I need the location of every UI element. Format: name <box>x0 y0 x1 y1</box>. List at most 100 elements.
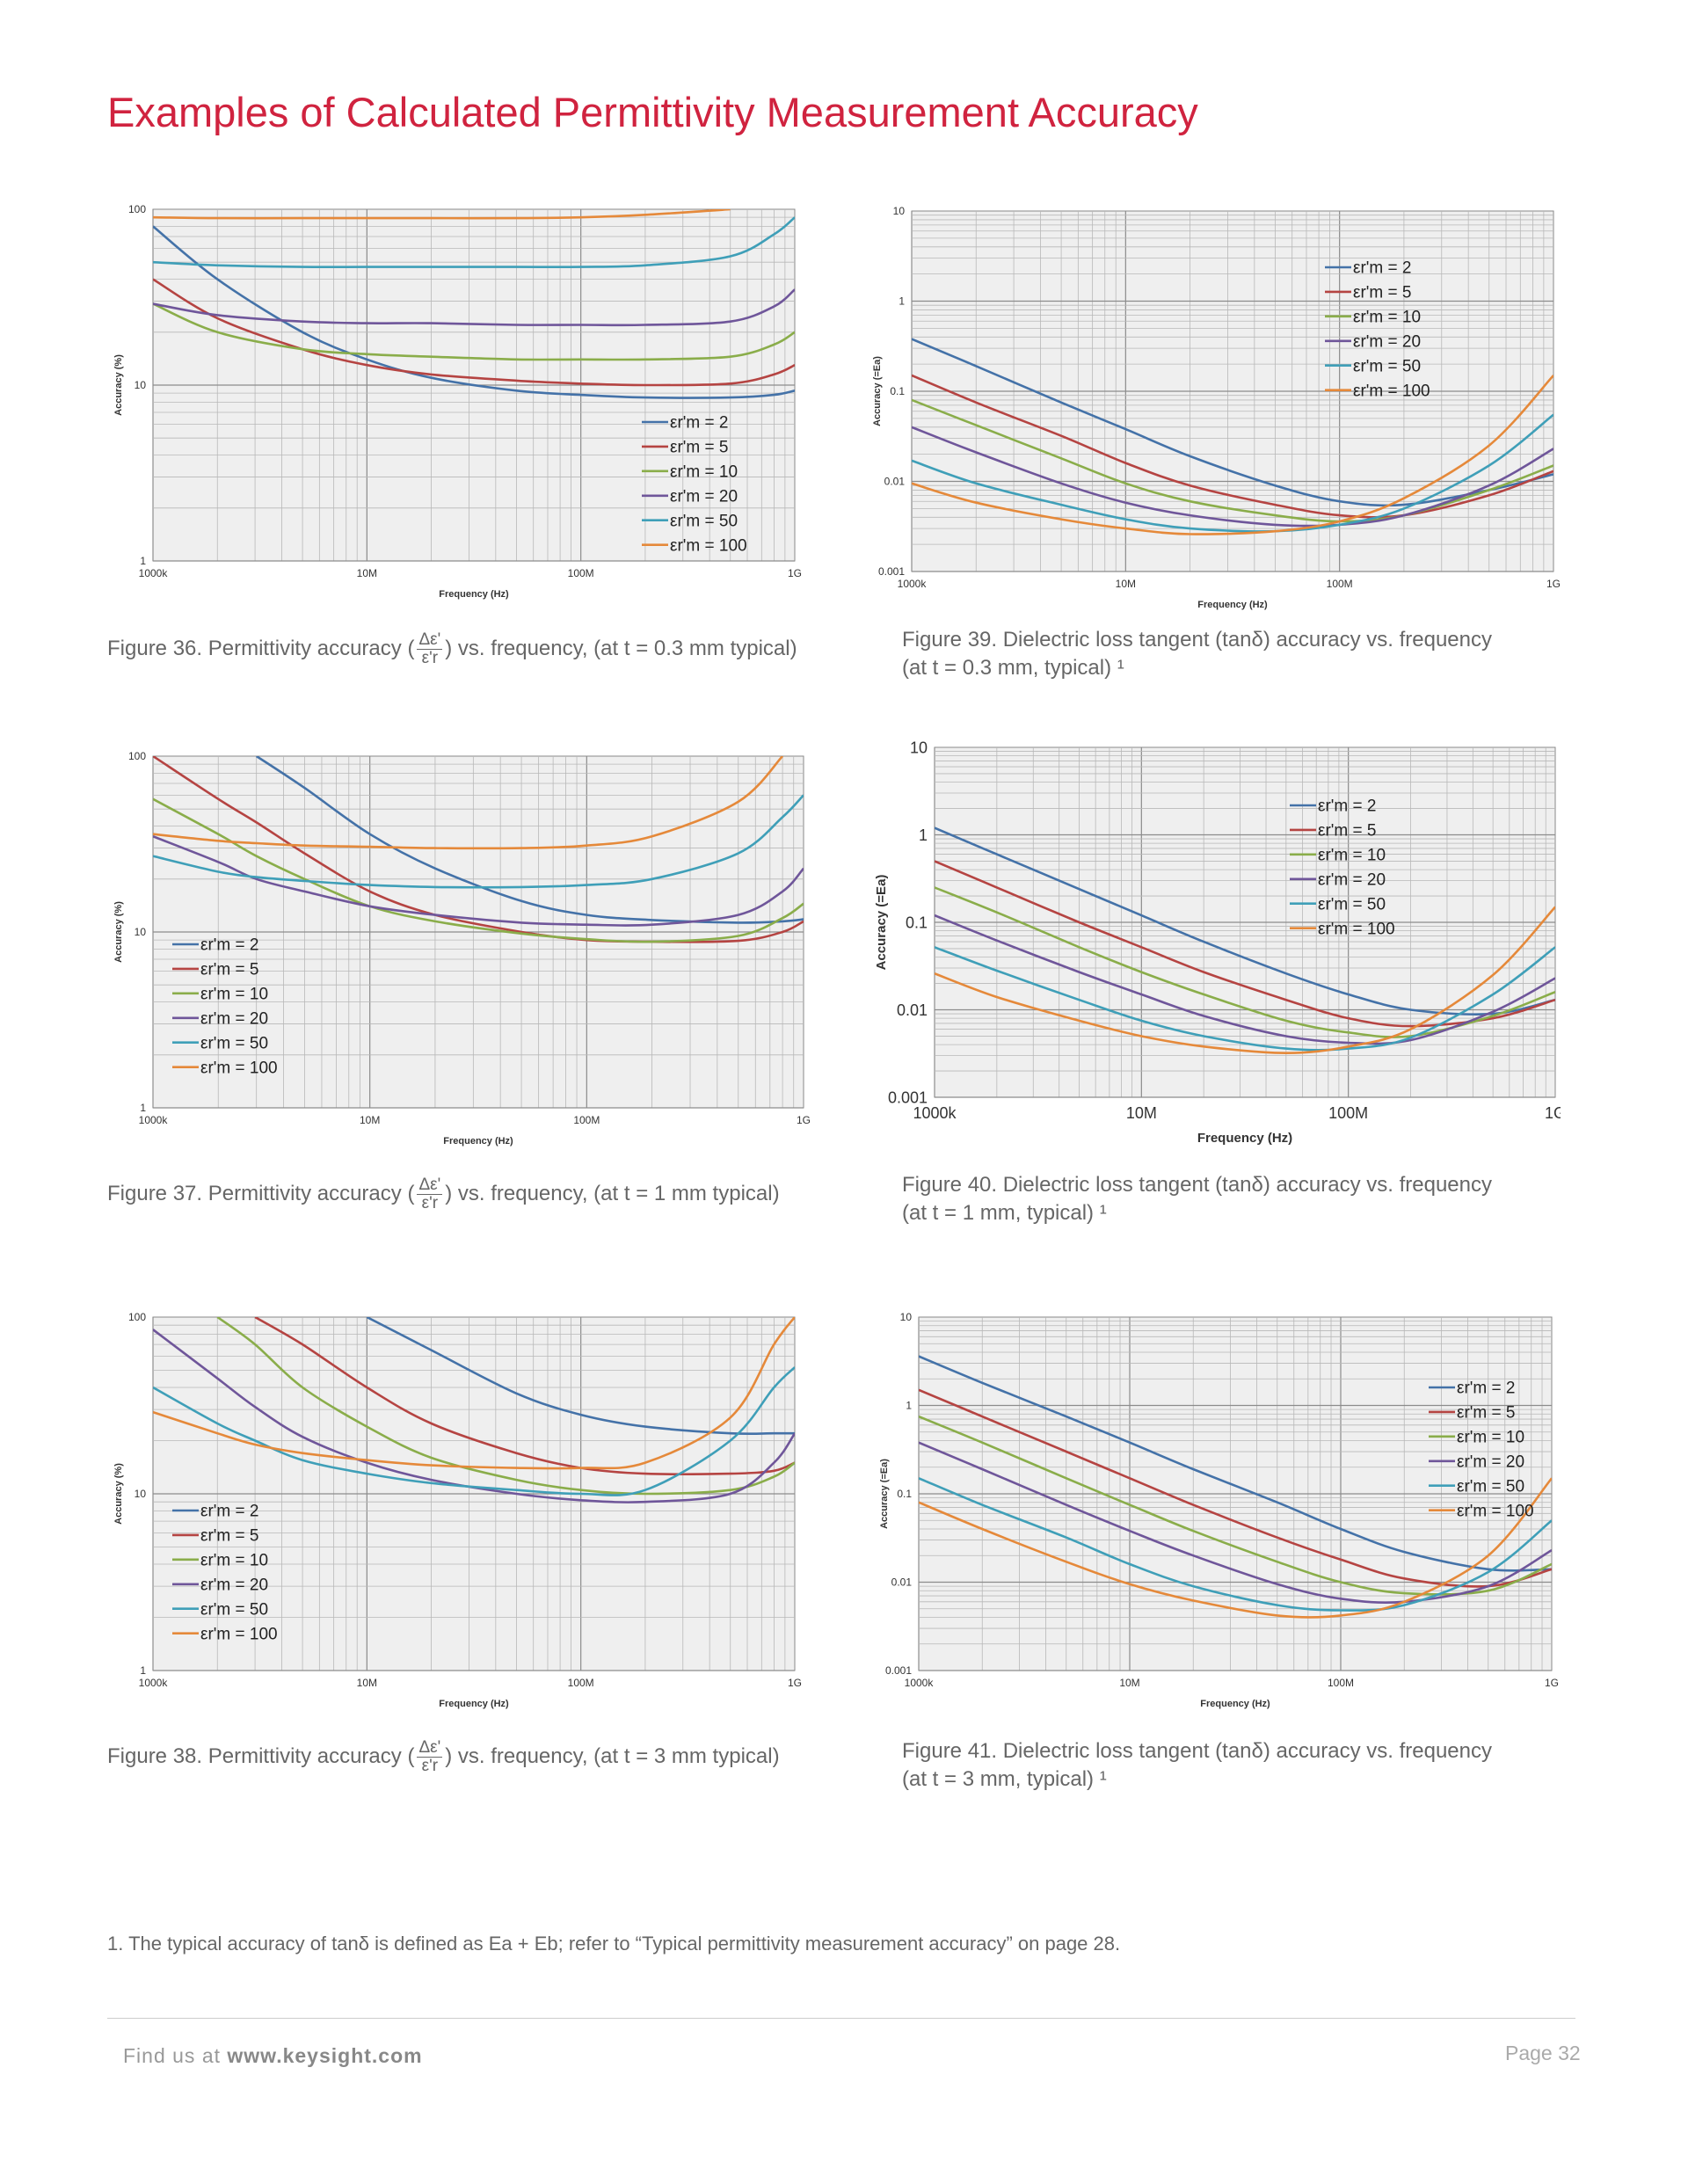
series-line-2 <box>919 1415 1552 1596</box>
y-axis-label: Accuracy (=Ea) <box>879 1459 890 1529</box>
y-tick-label: 1 <box>906 1400 912 1412</box>
caption-fig36-prefix: Figure 36. Permittivity accuracy ( <box>107 636 415 660</box>
y-tick-label: 1 <box>899 295 905 308</box>
footnote: 1. The typical accuracy of tanδ is defin… <box>107 1933 1121 1955</box>
series-line-1 <box>935 860 1555 1028</box>
footer-url-link[interactable]: www.keysight.com <box>227 2044 423 2067</box>
fraction-numerator: Δε' <box>417 1176 443 1195</box>
fraction-denominator: ε'r <box>421 1194 439 1212</box>
legend-label: εr'm = 5 <box>200 1527 258 1546</box>
legend-label: εr'm = 2 <box>1457 1380 1515 1398</box>
series-line-0 <box>919 1355 1552 1572</box>
caption-fig36-suffix: ) vs. frequency, (at t = 0.3 mm typical) <box>445 636 797 660</box>
series-line-4 <box>935 946 1555 1052</box>
series-line-1 <box>153 756 804 943</box>
legend-label: εr'm = 50 <box>1318 895 1386 914</box>
caption-fig41-line2: (at t = 3 mm, typical) ¹ <box>902 1767 1107 1791</box>
series-line-5 <box>919 1477 1552 1619</box>
y-tick-label: 100 <box>128 203 146 215</box>
page-number: Page 32 <box>1505 2042 1581 2064</box>
caption-fig39: Figure 39. Dielectric loss tangent (tanδ… <box>902 626 1492 682</box>
x-tick-label: 1000k <box>898 578 928 590</box>
x-tick-label: 1G <box>788 1677 802 1689</box>
legend-label: εr'm = 2 <box>200 936 258 955</box>
y-tick-label: 0.01 <box>884 476 906 488</box>
x-axis-label: Frequency (Hz) <box>1200 1699 1270 1709</box>
chart-fig39: 1000k 10M 100M 1G 0.001 0.01 0.1 1 10 Frequency (… <box>872 205 1561 610</box>
caption-fig39-line2: (at t = 0.3 mm, typical) ¹ <box>902 656 1124 680</box>
x-tick-label: 1000k <box>905 1677 935 1689</box>
x-axis-label: Frequency (Hz) <box>439 589 509 600</box>
legend-label: εr'm = 5 <box>200 961 258 979</box>
y-tick-label: 0.01 <box>891 1576 913 1589</box>
series-line-4 <box>912 413 1553 533</box>
series-line-2 <box>216 1317 795 1496</box>
series-line-5 <box>912 375 1553 535</box>
x-axis-label: Frequency (Hz) <box>1197 600 1268 610</box>
page-title: Examples of Calculated Permittivity Meas… <box>107 89 1198 135</box>
series-line-2 <box>153 302 795 361</box>
y-axis-label: Accuracy (=Ea) <box>874 875 889 971</box>
series-lines <box>935 826 1555 1055</box>
legend-label: εr'm = 2 <box>670 414 728 433</box>
y-tick-label: 1 <box>140 555 146 567</box>
series-line-4 <box>919 1477 1552 1612</box>
caption-fig40-line1: Figure 40. Dielectric loss tangent (tanδ… <box>902 1173 1492 1197</box>
series-line-0 <box>153 225 795 399</box>
x-tick-label: 100M <box>568 1677 594 1689</box>
series-line-0 <box>255 756 804 924</box>
legend-label: εr'm = 10 <box>200 986 268 1004</box>
legend: εr'm = 2 εr'm = 5 εr'm = 10 εr'm = 20 εr'm =… <box>172 936 278 1077</box>
legend-label: εr'm = 50 <box>1457 1477 1524 1496</box>
y-tick-label: 0.001 <box>888 1088 928 1106</box>
y-tick-label: 1 <box>140 1664 146 1677</box>
legend-label: εr'm = 50 <box>670 512 738 530</box>
y-axis-label: Accuracy (%) <box>113 901 124 963</box>
legend: εr'm = 2 εr'm = 5 εr'm = 10 εr'm = 20 εr'm =… <box>1325 259 1430 400</box>
x-tick-label: 10M <box>357 567 377 579</box>
y-tick-label: 100 <box>128 750 146 762</box>
legend: εr'm = 2 εr'm = 5 εr'm = 10 εr'm = 20 εr'm =… <box>1290 797 1395 938</box>
grid <box>911 211 1553 572</box>
footer-find-prefix: Find us at <box>123 2044 228 2067</box>
caption-fig38: Figure 38. Permittivity accuracy (Δε' ε'r… <box>107 1739 780 1775</box>
caption-fig36: Figure 36. Permittivity accuracy (Δε' ε'r… <box>107 631 797 667</box>
legend-label: εr'm = 100 <box>1457 1502 1534 1520</box>
y-tick-label: 10 <box>135 926 147 938</box>
legend-label: εr'm = 10 <box>1353 309 1421 327</box>
y-tick-label: 1 <box>140 1102 146 1114</box>
y-tick-label: 0.001 <box>885 1664 912 1677</box>
y-tick-label: 10 <box>135 1488 147 1500</box>
legend-label: εr'm = 2 <box>1353 259 1411 278</box>
series-line-1 <box>912 374 1553 519</box>
x-tick-label: 10M <box>1126 1104 1157 1122</box>
legend-label: εr'm = 10 <box>670 463 738 482</box>
x-tick-label: 1000k <box>139 1677 169 1689</box>
x-tick-label: 10M <box>360 1114 380 1126</box>
legend-label: εr'm = 10 <box>1318 847 1386 865</box>
y-tick-label: 10 <box>135 379 147 391</box>
x-axis-label: Frequency (Hz) <box>439 1699 509 1709</box>
legend-label: εr'm = 50 <box>200 1034 268 1052</box>
legend-label: εr'm = 20 <box>1318 870 1386 889</box>
y-axis-label: Accuracy (%) <box>113 354 124 416</box>
legend: εr'm = 2 εr'm = 5 εr'm = 10 εr'm = 20 εr'm =… <box>1429 1380 1534 1520</box>
x-tick-label: 1G <box>788 567 802 579</box>
series-line-2 <box>153 797 804 943</box>
series-line-3 <box>912 426 1553 528</box>
x-tick-label: 100M <box>1327 578 1353 590</box>
caption-fig38-fraction: Δε' ε'r <box>417 1739 443 1775</box>
legend-label: εr'm = 100 <box>1318 920 1395 938</box>
x-tick-label: 1G <box>797 1114 811 1126</box>
x-axis-label: Frequency (Hz) <box>443 1136 513 1147</box>
x-tick-label: 100M <box>573 1114 600 1126</box>
legend-label: εr'm = 5 <box>1318 822 1376 841</box>
legend-label: εr'm = 20 <box>670 487 738 506</box>
y-axis-label: Accuracy (=Ea) <box>872 356 883 426</box>
series-line-0 <box>912 338 1553 507</box>
grid <box>152 1317 795 1671</box>
caption-fig37-fraction: Δε' ε'r <box>417 1176 443 1212</box>
y-tick-label: 0.001 <box>878 565 905 578</box>
legend-label: εr'm = 2 <box>200 1503 258 1521</box>
x-tick-label: 1G <box>1545 1104 1561 1122</box>
